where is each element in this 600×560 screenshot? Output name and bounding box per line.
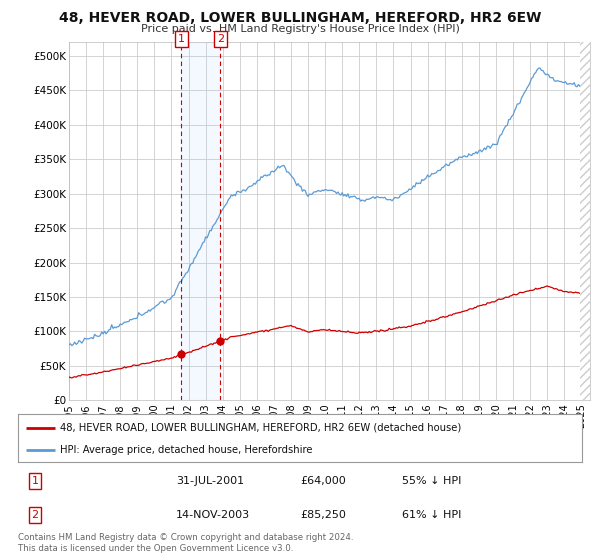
Text: 61% ↓ HPI: 61% ↓ HPI <box>401 510 461 520</box>
Text: 31-JUL-2001: 31-JUL-2001 <box>176 476 244 486</box>
Text: 1: 1 <box>178 34 185 44</box>
Bar <box>181 42 220 400</box>
Text: £85,250: £85,250 <box>300 510 346 520</box>
Text: 1: 1 <box>31 476 38 486</box>
Text: 48, HEVER ROAD, LOWER BULLINGHAM, HEREFORD, HR2 6EW (detached house): 48, HEVER ROAD, LOWER BULLINGHAM, HEREFO… <box>60 423 461 433</box>
Text: HPI: Average price, detached house, Herefordshire: HPI: Average price, detached house, Here… <box>60 445 313 455</box>
Text: 48, HEVER ROAD, LOWER BULLINGHAM, HEREFORD, HR2 6EW: 48, HEVER ROAD, LOWER BULLINGHAM, HEREFO… <box>59 11 541 25</box>
Text: £64,000: £64,000 <box>300 476 346 486</box>
Text: 14-NOV-2003: 14-NOV-2003 <box>176 510 250 520</box>
Text: Contains HM Land Registry data © Crown copyright and database right 2024.
This d: Contains HM Land Registry data © Crown c… <box>18 533 353 553</box>
Text: Price paid vs. HM Land Registry's House Price Index (HPI): Price paid vs. HM Land Registry's House … <box>140 24 460 34</box>
Text: 55% ↓ HPI: 55% ↓ HPI <box>401 476 461 486</box>
Text: 2: 2 <box>31 510 38 520</box>
Text: 2: 2 <box>217 34 224 44</box>
